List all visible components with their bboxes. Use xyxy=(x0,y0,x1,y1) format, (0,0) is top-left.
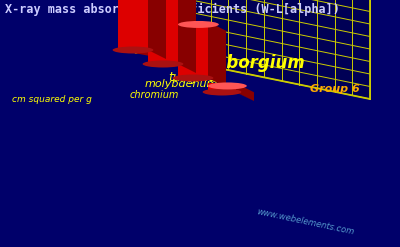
Text: chromium: chromium xyxy=(130,90,179,100)
Ellipse shape xyxy=(142,61,183,67)
Polygon shape xyxy=(148,0,166,59)
Text: molybdenum: molybdenum xyxy=(145,79,218,89)
Text: X-ray mass absorption coefficients (W-L[alpha]): X-ray mass absorption coefficients (W-L[… xyxy=(5,3,340,16)
Polygon shape xyxy=(140,0,370,99)
Ellipse shape xyxy=(178,21,219,28)
Ellipse shape xyxy=(202,88,242,96)
Text: 40: 40 xyxy=(130,24,138,30)
Text: 80: 80 xyxy=(130,0,138,5)
Polygon shape xyxy=(118,50,254,101)
Polygon shape xyxy=(118,0,148,50)
Ellipse shape xyxy=(113,46,154,54)
Polygon shape xyxy=(208,22,226,87)
Text: seaborgium: seaborgium xyxy=(195,54,306,72)
Text: Group 6: Group 6 xyxy=(310,84,360,94)
Polygon shape xyxy=(148,0,178,64)
Polygon shape xyxy=(178,0,196,73)
Polygon shape xyxy=(236,83,254,101)
Text: www.webelements.com: www.webelements.com xyxy=(256,207,354,237)
Text: 60: 60 xyxy=(130,12,138,18)
Text: tungsten: tungsten xyxy=(168,71,224,84)
Text: 20: 20 xyxy=(130,37,138,42)
Ellipse shape xyxy=(208,82,247,89)
Ellipse shape xyxy=(173,75,214,82)
Polygon shape xyxy=(208,83,236,92)
Text: cm squared per g: cm squared per g xyxy=(12,95,92,103)
Text: 0: 0 xyxy=(134,49,138,55)
Polygon shape xyxy=(178,22,208,78)
